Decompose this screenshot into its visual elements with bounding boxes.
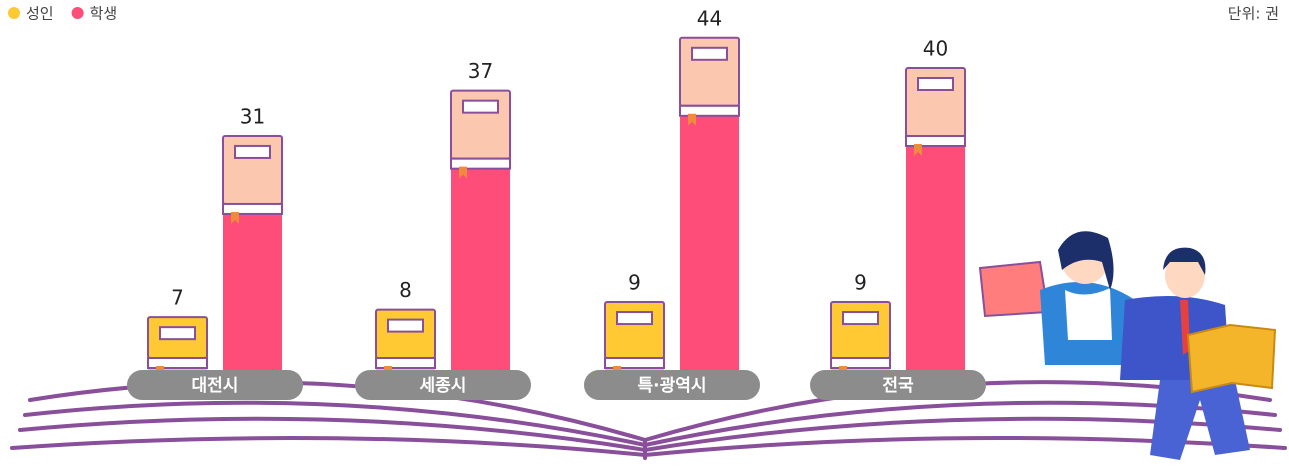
book-label xyxy=(843,312,878,324)
unit-label: 단위: 권 xyxy=(1228,5,1279,23)
book-cover xyxy=(148,317,207,378)
legend-label: 학생 xyxy=(90,5,118,23)
book-body xyxy=(605,302,664,358)
book-label xyxy=(617,312,652,324)
category-label: 전국 xyxy=(882,376,914,396)
book-label xyxy=(463,101,498,113)
category-label: 대전시 xyxy=(192,376,239,396)
value-label: 9 xyxy=(854,271,867,295)
value-label: 7 xyxy=(171,286,184,310)
book-label xyxy=(388,320,423,332)
book-cover xyxy=(376,310,435,378)
book-cover xyxy=(680,38,739,126)
category-label: 특·광역시 xyxy=(637,376,706,396)
legend-swatch xyxy=(72,7,84,19)
book-cover xyxy=(906,68,965,156)
book-label xyxy=(692,48,727,60)
value-label: 9 xyxy=(628,271,641,295)
book-cover xyxy=(831,302,890,378)
illustration xyxy=(980,231,1275,460)
book-label xyxy=(918,78,953,90)
legend-label: 성인 xyxy=(26,5,54,23)
book-body xyxy=(376,310,435,358)
category-label: 세종시 xyxy=(420,376,467,396)
book-cover xyxy=(451,91,510,179)
value-label: 40 xyxy=(923,37,948,61)
value-label: 8 xyxy=(399,278,412,302)
book-body xyxy=(831,302,890,358)
book-label xyxy=(160,327,195,339)
page: {"chart_data": {"type": "bar", "unit_lab… xyxy=(0,0,1289,475)
book-label xyxy=(235,146,270,158)
value-label: 31 xyxy=(240,104,265,128)
value-label: 37 xyxy=(468,59,493,83)
book-cover xyxy=(605,302,664,378)
book-cover xyxy=(223,136,282,224)
chart: 단위: 권 성인 학생 7 31 대전시 8 37 세종시 9 44 특·광역시 9 40 전국 xyxy=(0,0,1289,475)
value-label: 44 xyxy=(697,6,722,30)
legend-swatch xyxy=(8,7,20,19)
